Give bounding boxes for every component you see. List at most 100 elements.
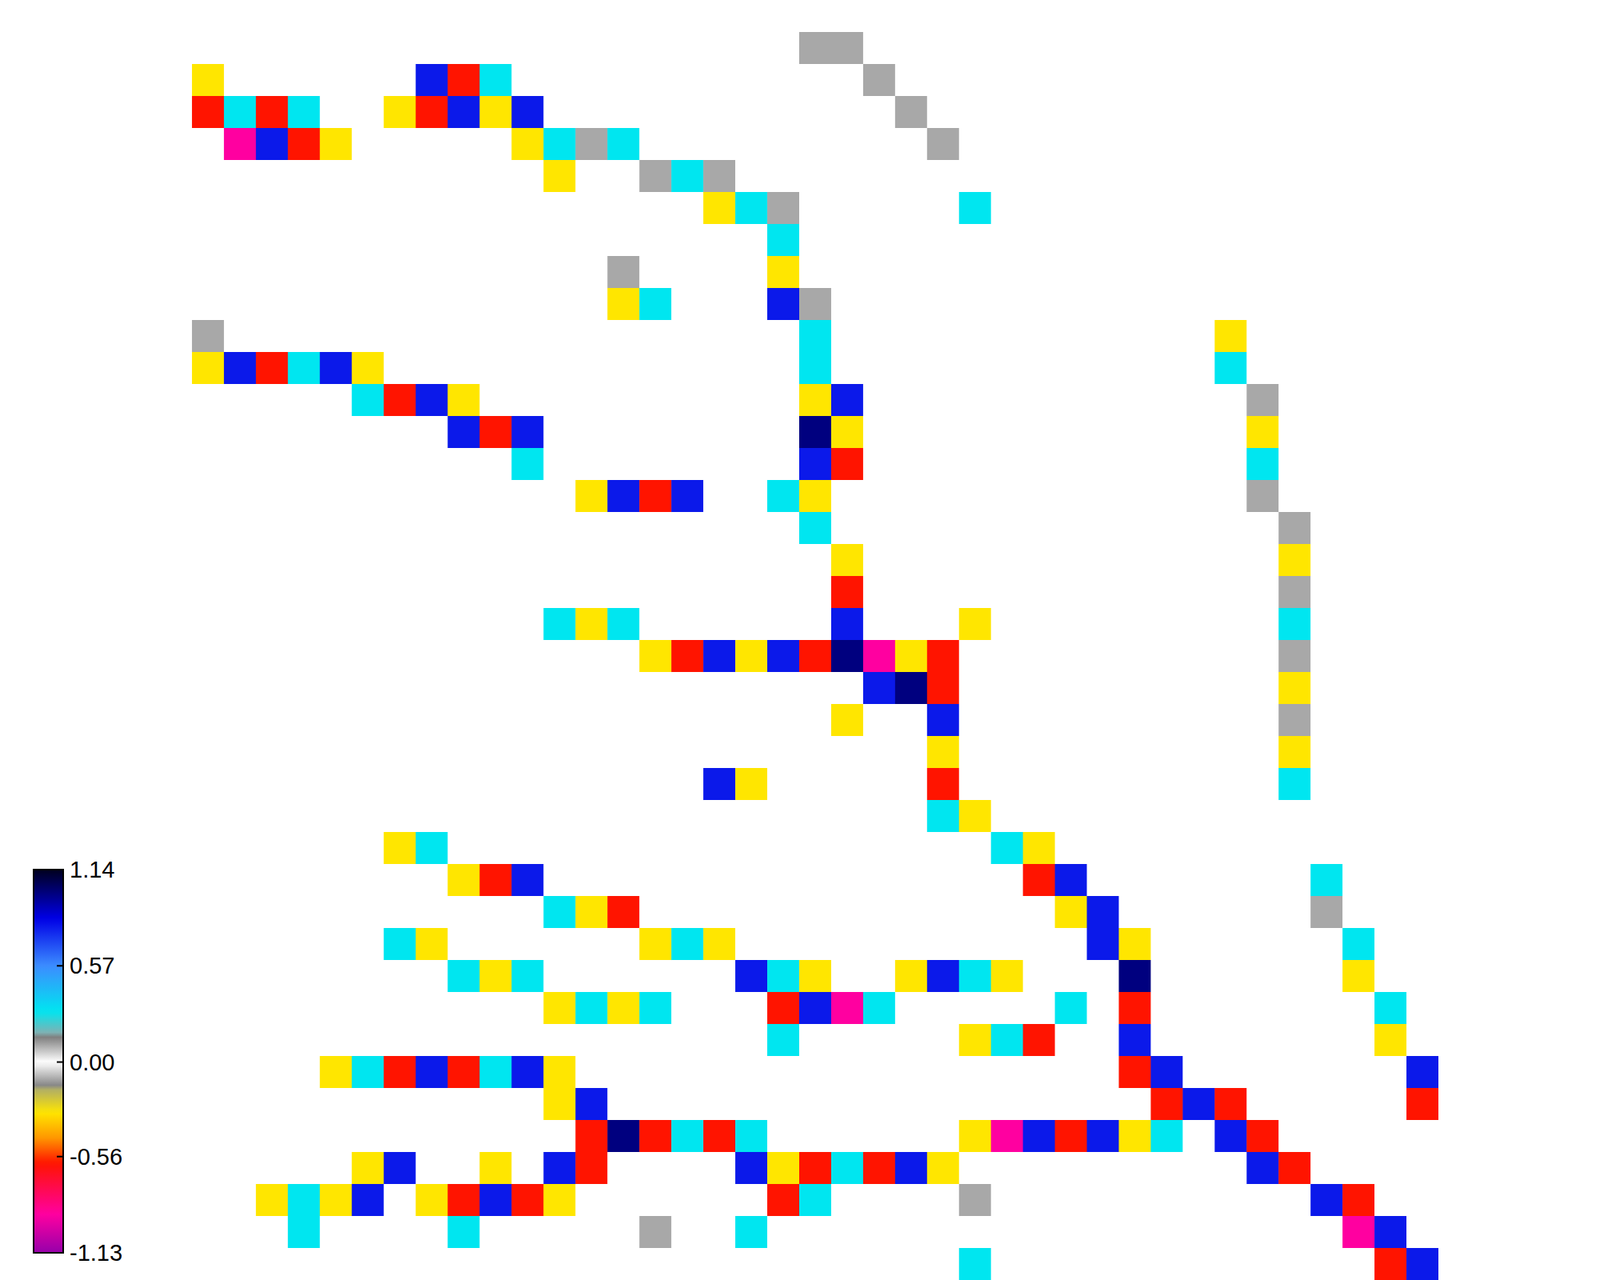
heat-cell [1374, 448, 1407, 481]
heat-cell [1182, 1088, 1215, 1121]
heat-cell [767, 224, 800, 257]
heat-cell [863, 32, 896, 65]
heat-cell [1055, 1152, 1088, 1185]
heat-cell [288, 640, 320, 673]
heat-cell [192, 896, 224, 929]
heat-cell [863, 960, 896, 993]
heat-cell [607, 352, 640, 385]
heat-cell [384, 800, 416, 833]
heat-cell [1087, 96, 1120, 129]
heat-cell [735, 1056, 768, 1089]
heat-cell [384, 576, 416, 609]
heat-cell [160, 928, 192, 961]
heat-cell [575, 128, 608, 161]
heat-cell [416, 672, 448, 705]
heat-cell [320, 1024, 352, 1057]
heat-cell [1087, 576, 1120, 609]
heat-cell [991, 768, 1024, 801]
heat-cell [1150, 96, 1183, 129]
heat-cell [1023, 864, 1056, 897]
heat-cell [448, 992, 480, 1025]
heat-cell [256, 544, 288, 577]
heat-cell [256, 768, 288, 801]
heat-cell [1182, 928, 1215, 961]
heat-cell [1310, 1216, 1343, 1249]
heat-cell [607, 32, 640, 65]
heat-cell [288, 480, 320, 513]
heat-cell [384, 864, 416, 897]
heat-cell [384, 736, 416, 769]
heat-cell [575, 864, 608, 897]
heat-cell [1214, 544, 1247, 577]
heat-cell [1246, 1184, 1279, 1217]
heat-cell [192, 96, 224, 129]
heat-cell [607, 224, 640, 257]
heat-cell [192, 704, 224, 737]
heat-cell [320, 832, 352, 865]
heat-cell [224, 768, 256, 801]
heat-cell [831, 864, 864, 897]
heat-cell [448, 352, 480, 385]
heat-cell [480, 608, 512, 641]
heat-cell [671, 128, 704, 161]
heat-cell [639, 608, 672, 641]
heat-cell [1278, 992, 1311, 1025]
heat-cell [607, 1248, 640, 1280]
heat-cell [1406, 640, 1439, 673]
heat-cell [1150, 1216, 1183, 1249]
heat-cell [639, 736, 672, 769]
heat-cell [1087, 768, 1120, 801]
colorbar-tick-label: -1.13 [69, 1240, 123, 1266]
heat-cell [863, 416, 896, 449]
heat-cell [320, 1152, 352, 1185]
heat-cell [1087, 160, 1120, 193]
heat-cell [160, 1248, 192, 1280]
heat-cell [1374, 864, 1407, 897]
colorbar [33, 869, 64, 1253]
heat-cell [1342, 0, 1375, 33]
heat-cell [639, 992, 672, 1025]
heat-cell [1374, 384, 1407, 417]
heat-cell [320, 288, 352, 321]
heat-cell [735, 1024, 768, 1057]
heat-cell [1214, 768, 1247, 801]
heat-cell [1214, 896, 1247, 929]
heat-cell [1055, 32, 1088, 65]
heat-cell [1150, 32, 1183, 65]
heat-cell [1406, 1248, 1439, 1280]
heat-cell [384, 960, 416, 993]
heat-cell [384, 1120, 416, 1153]
heat-cell [1214, 1248, 1247, 1280]
heat-cell [607, 256, 640, 289]
heat-cell [1023, 544, 1056, 577]
heat-cell [671, 1152, 704, 1185]
heat-cell [1374, 32, 1407, 65]
heat-cell [991, 1056, 1024, 1089]
heat-cell [224, 256, 256, 289]
heat-cell [575, 832, 608, 865]
heat-cell [1023, 928, 1056, 961]
heat-cell [480, 992, 512, 1025]
heat-cell [1310, 1120, 1343, 1153]
heat-cell [991, 512, 1024, 545]
heat-cell [224, 1152, 256, 1185]
heat-cell [639, 928, 672, 961]
heat-cell [320, 192, 352, 225]
heat-cell [224, 288, 256, 321]
heat-cell [1278, 896, 1311, 929]
heat-cell [384, 288, 416, 321]
heat-cell [735, 1184, 768, 1217]
heat-cell [735, 960, 768, 993]
heat-cell [1214, 800, 1247, 833]
heat-cell [1023, 640, 1056, 673]
heat-cell [671, 544, 704, 577]
heat-cell [1087, 512, 1120, 545]
heat-cell [1246, 896, 1279, 929]
heat-cell [671, 672, 704, 705]
heat-cell [1246, 992, 1279, 1025]
heat-cell [1342, 32, 1375, 65]
heat-cell [1182, 64, 1215, 97]
heat-cell [575, 96, 608, 129]
heat-cell [1406, 32, 1439, 65]
heat-cell [1342, 640, 1375, 673]
